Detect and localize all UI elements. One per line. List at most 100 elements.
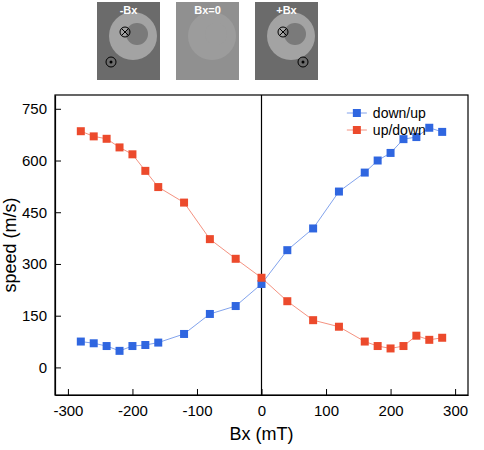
legend: down/upup/down	[347, 105, 426, 138]
tick: 600	[22, 152, 61, 169]
tick-mark	[55, 316, 61, 317]
data-point	[412, 332, 420, 340]
legend-marker	[353, 109, 361, 117]
data-point	[258, 274, 266, 282]
data-point	[116, 143, 124, 151]
tick-label: 200	[379, 402, 404, 419]
data-point	[335, 323, 343, 331]
plot-frame	[55, 95, 468, 395]
data-point	[361, 169, 369, 177]
panel-disc	[109, 12, 157, 60]
y-axis-title: speed (m/s)	[0, 197, 20, 292]
data-point	[387, 149, 395, 157]
tick-label: 150	[22, 307, 47, 324]
into-page-symbol	[120, 27, 130, 37]
y-axis: 0 150 300 450 600 750	[22, 96, 61, 396]
zero-line	[261, 95, 262, 395]
data-point	[180, 199, 188, 207]
data-point	[387, 344, 395, 352]
panel-background	[97, 2, 160, 80]
data-point	[141, 167, 149, 175]
tick-label: -200	[118, 402, 148, 419]
axis-line	[56, 395, 469, 396]
series-line	[81, 131, 442, 348]
tick-label: 300	[22, 255, 47, 272]
panel-label: +Bx	[276, 4, 297, 16]
data-point	[90, 339, 98, 347]
data-point	[361, 338, 369, 346]
data-point	[206, 235, 214, 243]
tick: -200	[118, 389, 148, 419]
legend-item: down/up	[347, 105, 426, 121]
tick: 300	[443, 389, 468, 419]
tick-label: -100	[182, 402, 212, 419]
tick: -100	[182, 389, 212, 419]
panel-disc	[188, 12, 236, 60]
tick-mark	[455, 389, 456, 395]
data-point	[399, 342, 407, 350]
data-point	[77, 127, 85, 135]
tick-label: 750	[22, 100, 47, 117]
data-point	[103, 135, 111, 143]
data-point	[128, 150, 136, 158]
image-panel: -Bx	[97, 2, 160, 80]
image-panel: +Bx	[255, 2, 318, 80]
tick-mark	[68, 389, 69, 395]
tick-mark	[55, 264, 61, 265]
data-point	[128, 342, 136, 350]
into-page-cross	[122, 29, 129, 36]
tick-mark	[55, 367, 61, 368]
tick: 0	[39, 359, 61, 376]
tick-mark	[197, 389, 198, 395]
tick: -300	[53, 389, 83, 419]
data-point	[374, 342, 382, 350]
panel-background	[176, 2, 239, 80]
data-point	[154, 339, 162, 347]
panel-label: -Bx	[120, 4, 139, 16]
plot: -300 -200 -100 0 100 200 300 0 150 300 450 600 750 do…	[22, 95, 469, 419]
chart: -Bx Bx=0 +Bx -300 -200 -100 0 100 200 300 0 150 300 4…	[0, 0, 484, 450]
marks	[77, 124, 446, 355]
tick-label: 600	[22, 152, 47, 169]
data-point	[335, 188, 343, 196]
data-point	[438, 128, 446, 136]
data-point	[77, 338, 85, 346]
legend-item: up/down	[347, 122, 426, 138]
tick-label: 300	[443, 402, 468, 419]
tick-mark	[326, 389, 327, 395]
into-page-cross	[280, 29, 287, 36]
legend-marker	[353, 126, 361, 134]
tick-label: 450	[22, 204, 47, 221]
data-point	[374, 157, 382, 165]
data-point	[438, 334, 446, 342]
tick-mark	[391, 389, 392, 395]
x-axis-title: Bx (mT)	[230, 424, 294, 444]
out-of-page-dot	[302, 61, 305, 64]
legend-label: down/up	[373, 105, 426, 121]
data-point	[425, 336, 433, 344]
data-point	[425, 124, 433, 132]
into-page-symbol	[278, 27, 288, 37]
image-panel: Bx=0	[176, 2, 239, 80]
x-axis: -300 -200 -100 0 100 200 300	[53, 389, 468, 419]
out-of-page-dot	[110, 61, 113, 64]
tick-label: -300	[53, 402, 83, 419]
tick: 100	[314, 389, 339, 419]
legend-label: up/down	[373, 122, 426, 138]
panel-label: Bx=0	[194, 4, 221, 16]
tick: 200	[379, 389, 404, 419]
data-point	[309, 316, 317, 324]
tick-mark	[55, 109, 61, 110]
data-point	[232, 302, 240, 310]
data-point	[283, 297, 291, 305]
data-point	[232, 255, 240, 263]
data-point	[283, 246, 291, 254]
tick-label: 0	[39, 359, 47, 376]
series-line	[81, 128, 442, 351]
tick-mark	[55, 161, 61, 162]
tick-mark	[55, 212, 61, 213]
data-point	[141, 341, 149, 349]
tick: 750	[22, 100, 61, 117]
out-of-page-symbol	[106, 57, 116, 67]
tick-label: 0	[258, 402, 266, 419]
